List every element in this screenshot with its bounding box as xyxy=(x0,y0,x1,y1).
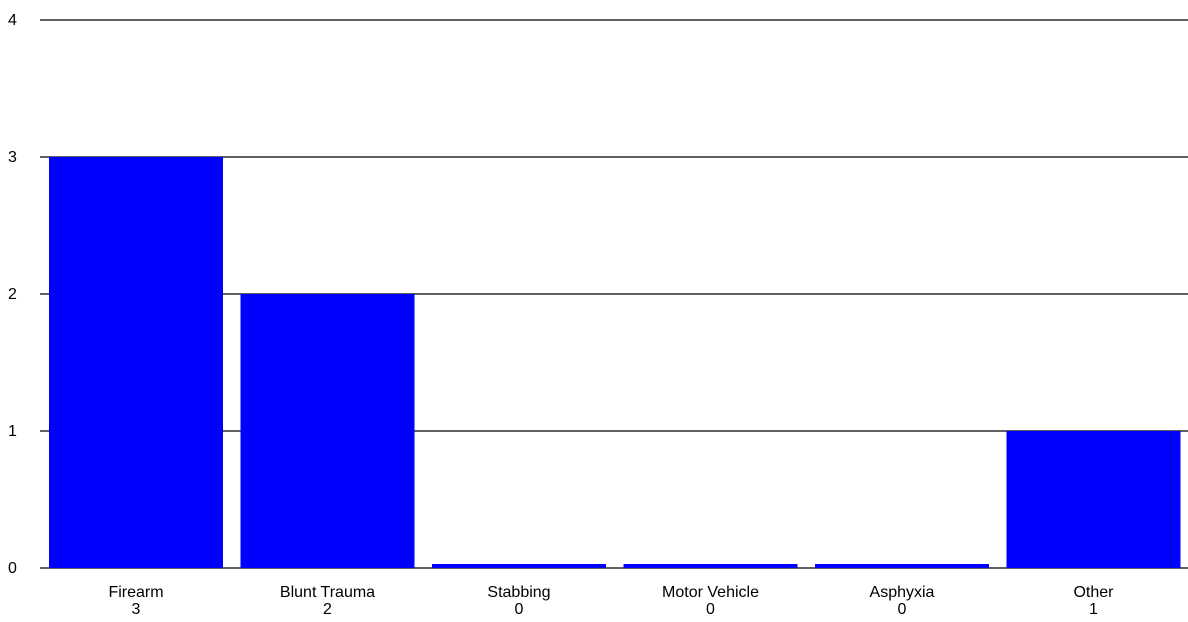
bar-blunt-trauma xyxy=(240,294,415,568)
bars xyxy=(49,157,1181,568)
x-value-label-motor-vehicle: 0 xyxy=(706,601,715,618)
bar-asphyxia xyxy=(815,564,989,568)
x-value-label-firearm: 3 xyxy=(132,601,141,618)
y-axis-ticks: 0 1 2 3 4 xyxy=(8,12,17,577)
bar-firearm xyxy=(49,157,223,568)
bar-motor-vehicle xyxy=(623,564,798,568)
x-category-label-asphyxia: Asphyxia xyxy=(870,584,935,601)
x-value-label-stabbing: 0 xyxy=(515,601,524,618)
x-category-label-motor-vehicle: Motor Vehicle xyxy=(662,584,759,601)
x-category-label-stabbing: Stabbing xyxy=(487,584,550,601)
y-tick-label-3: 3 xyxy=(8,149,17,166)
x-category-label-other: Other xyxy=(1073,584,1114,601)
x-value-label-other: 1 xyxy=(1089,601,1098,618)
x-value-label-blunt-trauma: 2 xyxy=(323,601,332,618)
y-tick-label-2: 2 xyxy=(8,286,17,303)
y-tick-label-1: 1 xyxy=(8,423,17,440)
bar-stabbing xyxy=(432,564,606,568)
gridlines xyxy=(40,19,1188,569)
x-category-label-blunt-trauma: Blunt Trauma xyxy=(280,584,375,601)
y-tick-label-0: 0 xyxy=(8,560,17,577)
x-value-label-asphyxia: 0 xyxy=(898,601,907,618)
y-tick-label-4: 4 xyxy=(8,12,17,29)
bar-other xyxy=(1006,431,1181,568)
x-category-label-firearm: Firearm xyxy=(108,584,163,601)
